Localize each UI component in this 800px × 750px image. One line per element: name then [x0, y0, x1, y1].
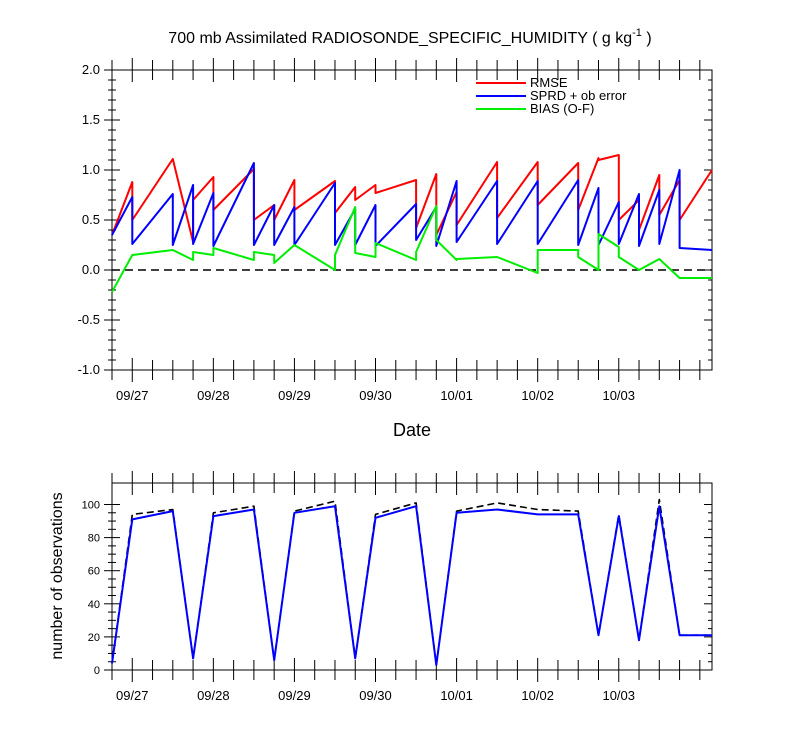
x-tick-label: 09/28	[197, 688, 230, 703]
x-tick-label: 09/27	[116, 688, 149, 703]
bottom-axes: 0 20 40 60 80 100 09/27 09/28 09/29 09/30 10/01 10/…	[82, 471, 713, 703]
plot-frame	[111, 482, 713, 671]
series-line-sprd-ob-error	[111, 162, 713, 251]
x-tick-label: 10/02	[521, 688, 554, 703]
x-tick-label: 09/30	[359, 388, 392, 403]
chart-title: 700 mb Assimilated RADIOSONDE_SPECIFIC_H…	[168, 27, 651, 47]
x-tick-label: 09/28	[197, 388, 230, 403]
y-tick-label: 100	[82, 500, 100, 512]
y-tick-label: 40	[88, 599, 100, 611]
y-tick-label: 20	[88, 632, 100, 644]
legend-label: SPRD + ob error	[530, 88, 627, 103]
bottom-series-group	[111, 498, 712, 666]
y-tick-label: 80	[88, 533, 100, 545]
x-tick-label: 10/03	[602, 388, 635, 403]
top-axes: 2.0 1.5 1.0 0.5 0.0 -0.5 -1.0 09/27 09/28 09/29 09…	[78, 58, 713, 403]
y-tick-label: 1.5	[82, 112, 100, 127]
x-tick-label: 10/03	[602, 688, 635, 703]
x-tick-label: 09/30	[359, 688, 392, 703]
y-tick-label: -0.5	[78, 312, 100, 327]
x-axis-label: Date	[393, 420, 431, 440]
top-series-group	[111, 154, 713, 293]
y-tick-label: 0	[94, 665, 100, 677]
series-line-rmse	[111, 154, 713, 243]
y-tick-label: 1.0	[82, 162, 100, 177]
y-tick-label: 0.5	[82, 212, 100, 227]
legend-label: BIAS (O-F)	[530, 101, 594, 116]
y-axis-label: number of observations	[49, 492, 66, 659]
y-tick-label: 0.0	[82, 262, 100, 277]
x-tick-label: 09/27	[116, 388, 149, 403]
legend-label: RMSE	[530, 75, 568, 90]
x-tick-label: 09/29	[278, 688, 311, 703]
y-tick-label: -1.0	[78, 362, 100, 377]
humidity-panel: 700 mb Assimilated RADIOSONDE_SPECIFIC_H…	[78, 27, 713, 440]
x-tick-label: 10/02	[521, 388, 554, 403]
title-superscript: -1	[632, 27, 642, 39]
x-tick-label: 09/29	[278, 388, 311, 403]
y-tick-label: 60	[88, 566, 100, 578]
x-tick-label: 10/01	[440, 688, 473, 703]
series-line-assimilated	[111, 505, 712, 666]
x-tick-label: 10/01	[440, 388, 473, 403]
y-tick-label: 2.0	[82, 62, 100, 77]
series-line-bias-o-f	[111, 205, 712, 293]
observations-panel: 0 20 40 60 80 100 09/27 09/28 09/29 09/30 10/01 10/…	[49, 471, 713, 703]
series-line-possible	[111, 498, 712, 666]
title-end: )	[642, 30, 652, 47]
